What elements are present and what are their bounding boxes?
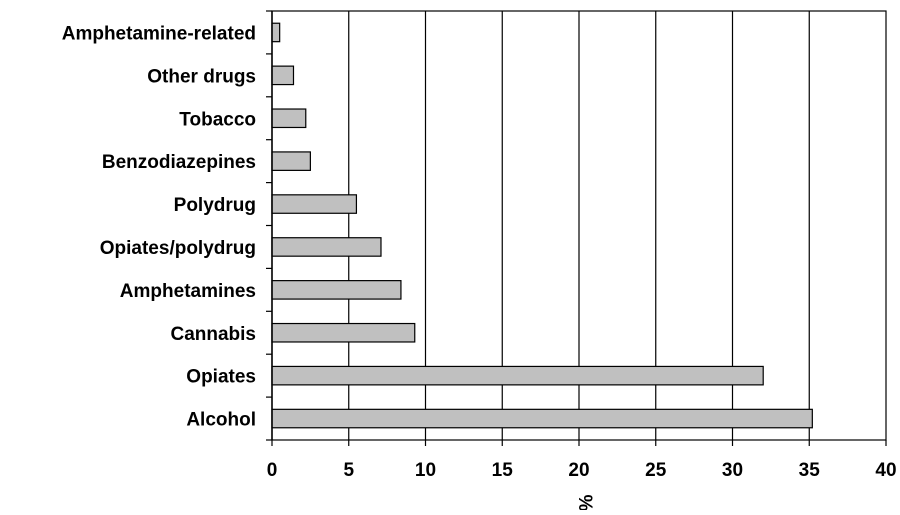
bar [271, 65, 295, 86]
category-label: Alcohol [186, 410, 256, 431]
x-tick-label: 15 [492, 460, 514, 481]
bar [271, 408, 813, 429]
category-label: Opiates [186, 367, 256, 388]
x-tick-label: 0 [267, 460, 278, 481]
bar [271, 280, 402, 300]
bar [271, 322, 416, 343]
bar [271, 108, 307, 129]
x-tick-label: 35 [799, 460, 821, 481]
category-label: Benzodiazepines [102, 152, 256, 173]
bar [271, 237, 382, 257]
bar [271, 22, 281, 43]
x-axis-title: % [574, 495, 595, 510]
category-label: Amphetamine-related [62, 23, 256, 44]
bars [271, 22, 813, 429]
x-tick-label: 30 [722, 460, 743, 481]
category-label: Other drugs [147, 66, 256, 87]
axes [266, 10, 887, 446]
category-label: Polydrug [174, 195, 256, 216]
bar [271, 365, 764, 386]
category-label: Opiates/polydrug [100, 238, 256, 259]
category-label: Tobacco [179, 109, 256, 130]
bar [271, 151, 311, 171]
x-tick-label: 5 [343, 460, 354, 481]
category-label: Cannabis [170, 324, 256, 345]
x-tick-label: 25 [645, 460, 667, 481]
labels: 0 5 10 15 20 25 30 35 40 Amphetamine-related Other… [62, 23, 897, 511]
x-tick-label: 20 [568, 460, 589, 481]
x-tick-label: 10 [415, 460, 436, 481]
x-tick-label: 40 [875, 460, 896, 481]
category-label: Amphetamines [120, 281, 256, 302]
bar [271, 194, 358, 214]
